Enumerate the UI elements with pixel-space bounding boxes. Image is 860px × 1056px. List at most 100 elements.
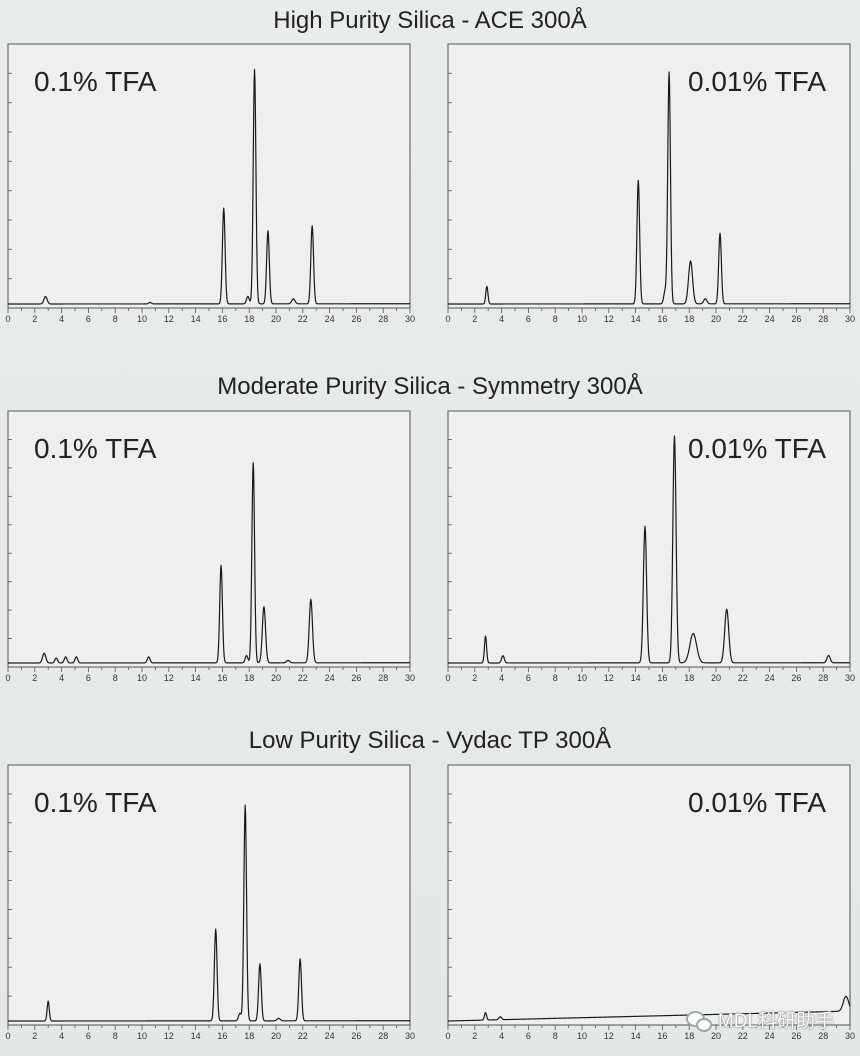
x-tick-label: 26	[351, 314, 361, 324]
condition-label: 0.1% TFA	[34, 433, 157, 464]
plot-frame	[447, 764, 851, 1026]
x-tick-label: 4	[59, 314, 64, 324]
x-tick-label: 8	[113, 314, 118, 324]
x-tick-label: 22	[738, 1031, 748, 1041]
x-tick-label: 6	[86, 314, 91, 324]
x-tick-label: 18	[684, 1031, 694, 1041]
plot-frame	[7, 764, 411, 1026]
x-tick-label: 30	[405, 1031, 415, 1041]
x-tick-label: 26	[351, 1031, 361, 1041]
x-tick-label: 2	[472, 314, 477, 324]
x-tick-label: 16	[217, 314, 227, 324]
x-tick-label: 24	[325, 673, 335, 683]
x-tick-label: 2	[472, 1031, 477, 1041]
x-tick-label: 30	[845, 1031, 855, 1041]
x-tick-label: 12	[164, 1031, 174, 1041]
x-tick-label: 28	[378, 1031, 388, 1041]
condition-label: 0.01% TFA	[688, 433, 826, 464]
x-tick-label: 22	[298, 1031, 308, 1041]
plot-frame	[447, 410, 851, 668]
x-tick-label: 6	[86, 673, 91, 683]
x-tick-label: 10	[137, 673, 147, 683]
x-tick-label: 14	[631, 314, 641, 324]
condition-label: 0.1% TFA	[34, 787, 157, 818]
x-tick-label: 10	[577, 1031, 587, 1041]
x-tick-label: 0	[5, 1031, 10, 1041]
x-tick-label: 24	[325, 314, 335, 324]
watermark: MDL科研助手	[685, 1006, 834, 1033]
x-tick-label: 18	[244, 1031, 254, 1041]
x-tick-label: 2	[32, 1031, 37, 1041]
x-tick-label: 14	[191, 314, 201, 324]
trace-line	[7, 68, 411, 305]
x-tick-label: 24	[325, 1031, 335, 1041]
x-tick-label: 18	[684, 673, 694, 683]
x-tick-label: 20	[711, 673, 721, 683]
x-tick-label: 14	[191, 673, 201, 683]
x-tick-label: 8	[113, 673, 118, 683]
x-tick-label: 6	[526, 314, 531, 324]
x-tick-label: 24	[765, 314, 775, 324]
x-tick-label: 8	[113, 1031, 118, 1041]
x-tick-label: 12	[604, 1031, 614, 1041]
x-tick-label: 16	[657, 673, 667, 683]
x-tick-label: 16	[217, 673, 227, 683]
x-tick-label: 30	[845, 673, 855, 683]
x-tick-label: 22	[738, 314, 748, 324]
x-tick-label: 4	[59, 1031, 64, 1041]
x-tick-label: 20	[271, 1031, 281, 1041]
x-tick-label: 26	[791, 673, 801, 683]
x-tick-label: 8	[553, 673, 558, 683]
x-tick-label: 10	[577, 314, 587, 324]
x-tick-label: 2	[32, 314, 37, 324]
x-tick-label: 10	[577, 673, 587, 683]
x-tick-label: 4	[499, 673, 504, 683]
x-tick-label: 30	[405, 314, 415, 324]
x-tick-label: 10	[137, 314, 147, 324]
x-tick-label: 30	[405, 673, 415, 683]
x-tick-label: 4	[499, 314, 504, 324]
x-tick-label: 10	[137, 1031, 147, 1041]
x-tick-label: 22	[298, 673, 308, 683]
chromatogram-symmetry-0.1-tfa: 0 2 4 6 8 10 12 14 16 18 20 22 24 26 28 300.1% TFA	[5, 410, 415, 683]
x-tick-label: 24	[765, 1031, 775, 1041]
plot-frame	[7, 43, 411, 309]
x-tick-label: 4	[59, 673, 64, 683]
x-tick-label: 0	[5, 673, 10, 683]
condition-label: 0.1% TFA	[34, 66, 157, 97]
x-tick-label: 28	[818, 1031, 828, 1041]
x-tick-label: 8	[553, 1031, 558, 1041]
chromatogram-symmetry-0.01-tfa: 0 2 4 6 8 10 12 14 16 18 20 22 24 26 28 300.01% TFA	[445, 410, 855, 683]
x-tick-label: 16	[657, 314, 667, 324]
trace-line	[7, 462, 411, 664]
x-tick-label: 20	[271, 314, 281, 324]
x-tick-label: 6	[86, 1031, 91, 1041]
section-title-high-purity: High Purity Silica - ACE 300Å	[273, 7, 587, 34]
chromatogram-ace-0.01-tfa: 0 2 4 6 8 10 12 14 16 18 20 22 24 26 28 300.01% TFA	[445, 43, 855, 324]
x-tick-label: 12	[604, 673, 614, 683]
watermark-text: MDL科研助手	[717, 1011, 834, 1032]
x-tick-label: 0	[445, 1031, 450, 1041]
condition-label: 0.01% TFA	[688, 66, 826, 97]
x-tick-label: 0	[445, 673, 450, 683]
trace-line	[447, 71, 851, 305]
x-tick-label: 28	[378, 314, 388, 324]
chromatogram-vydac-0.01-tfa: 0 2 4 6 8 10 12 14 16 18 20 22 24 26 28 300.01% TFA	[445, 764, 855, 1041]
section-title-moderate-purity: Moderate Purity Silica - Symmetry 300Å	[217, 373, 643, 400]
x-tick-label: 20	[711, 314, 721, 324]
x-tick-label: 26	[791, 314, 801, 324]
x-tick-label: 22	[298, 314, 308, 324]
x-tick-label: 28	[378, 673, 388, 683]
x-tick-label: 28	[818, 673, 828, 683]
x-tick-label: 20	[271, 673, 281, 683]
plot-frame	[447, 43, 851, 309]
x-tick-label: 16	[217, 1031, 227, 1041]
x-tick-label: 24	[765, 673, 775, 683]
x-tick-label: 0	[445, 314, 450, 324]
x-tick-label: 12	[604, 314, 614, 324]
x-tick-label: 26	[351, 673, 361, 683]
wechat-icon	[685, 1010, 712, 1032]
x-tick-label: 28	[818, 314, 828, 324]
x-tick-label: 22	[738, 673, 748, 683]
x-tick-label: 14	[191, 1031, 201, 1041]
